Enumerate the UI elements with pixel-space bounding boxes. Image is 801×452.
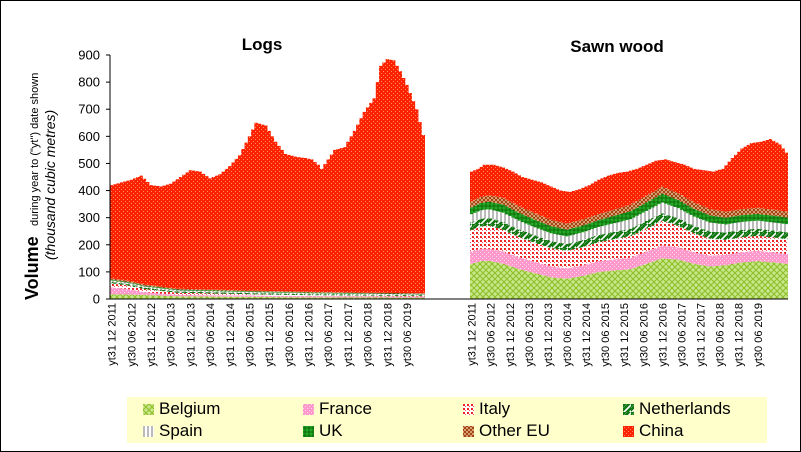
y-tick-label: 600	[78, 129, 100, 144]
y-axis-unit: (thousand cubic metres)	[42, 110, 58, 260]
legend-item-other-eu: Other EU	[463, 421, 550, 441]
series-area-logs-spain	[110, 280, 425, 296]
legend-label-belgium: Belgium	[159, 399, 221, 418]
x-tick-label-sawn-wood: yt30 06 2014	[562, 303, 574, 367]
x-tick-label-sawn-wood: yt31 12 2013	[543, 303, 555, 367]
x-tick-label-logs: yt31 12 2016	[304, 303, 316, 367]
x-tick-label-sawn-wood: yt31 12 2018	[734, 303, 746, 367]
legend-swatch-netherlands	[623, 403, 634, 415]
series-area-logs-netherlands	[110, 281, 425, 297]
legend-item-italy: Italy	[463, 399, 510, 419]
x-tick-label-logs: yt30 06 2013	[166, 303, 178, 367]
series-area-sawn-wood-belgium	[470, 258, 788, 299]
x-tick-label-logs: yt30 06 2012	[126, 303, 138, 367]
series-area-sawn-wood-china	[470, 139, 788, 224]
y-tick-label: 400	[78, 183, 100, 198]
x-tick-label-logs: yt30 06 2016	[284, 303, 296, 367]
x-tick-label-logs: yt30 06 2019	[402, 303, 414, 367]
legend: Belgium France Italy Netherlands Spain U…	[127, 397, 767, 443]
legend-swatch-italy	[463, 403, 474, 415]
series-area-logs-china	[110, 59, 425, 294]
y-tick-label: 100	[78, 264, 100, 279]
y-tick-label: 900	[78, 48, 100, 63]
y-axis-sublabel: during year to ("yt") date shown	[29, 73, 41, 226]
x-tick-label-sawn-wood: yt31 12 2017	[696, 303, 708, 367]
series-area-sawn-wood-spain	[470, 202, 788, 244]
y-tick-label: 200	[78, 237, 100, 252]
panel-title-sawn-wood: Sawn wood	[570, 37, 664, 56]
legend-item-france: France	[303, 399, 372, 419]
x-tick-label-logs: yt30 06 2018	[363, 303, 375, 367]
y-tick-label: 500	[78, 156, 100, 171]
legend-item-spain: Spain	[143, 421, 202, 441]
legend-item-belgium: Belgium	[143, 399, 220, 419]
legend-label-uk: UK	[319, 421, 343, 440]
legend-item-netherlands: Netherlands	[623, 399, 731, 419]
x-tick-label-sawn-wood: yt30 06 2016	[638, 303, 650, 367]
x-tick-label-logs: yt31 12 2018	[382, 303, 394, 367]
legend-swatch-china	[623, 425, 634, 437]
x-tick-label-sawn-wood: yt31 12 2011	[467, 303, 479, 366]
legend-label-france: France	[319, 399, 372, 418]
legend-label-netherlands: Netherlands	[639, 399, 731, 418]
legend-label-china: China	[639, 421, 684, 440]
x-tick-label-sawn-wood: yt31 12 2014	[581, 303, 593, 367]
area-layer	[110, 59, 788, 299]
x-tick-label-sawn-wood: yt30 06 2015	[600, 303, 612, 367]
series-area-logs-france	[110, 287, 425, 298]
series-area-logs-belgium	[110, 294, 425, 299]
legend-item-uk: UK	[303, 421, 343, 441]
y-tick-label: 800	[78, 75, 100, 90]
y-ticks: 0 100 200 300 400 500 600 700 800 900	[78, 48, 110, 307]
x-tick-label-logs: yt30 06 2015	[245, 303, 257, 367]
x-tick-label-logs: yt31 12 2017	[343, 303, 355, 367]
x-ticks: yt31 12 2011 yt30 06 2012 yt31 12 2012 yt30…	[107, 303, 765, 367]
y-tick-label: 700	[78, 102, 100, 117]
x-tick-label-sawn-wood: yt30 06 2018	[715, 303, 727, 367]
legend-swatch-france	[303, 403, 314, 415]
y-tick-label: 0	[93, 292, 100, 307]
legend-label-spain: Spain	[159, 421, 203, 440]
series-area-sawn-wood-italy	[470, 220, 788, 269]
x-tick-label-logs: yt31 12 2014	[225, 303, 237, 367]
x-tick-label-sawn-wood: yt31 12 2012	[505, 303, 517, 367]
series-area-sawn-wood-france	[470, 245, 788, 279]
legend-label-other-eu: Other EU	[479, 421, 550, 440]
x-tick-label-logs: yt31 12 2013	[185, 303, 197, 367]
x-tick-label-sawn-wood: yt30 06 2019	[753, 303, 765, 367]
panel-title-logs: Logs	[242, 35, 283, 54]
series-area-logs-italy	[110, 283, 425, 297]
y-axis-label: Volume	[22, 236, 42, 300]
x-tick-label-sawn-wood: yt30 06 2013	[524, 303, 536, 367]
x-tick-label-logs: yt30 06 2014	[205, 303, 217, 367]
y-tick-label: 300	[78, 210, 100, 225]
series-area-sawn-wood-netherlands	[470, 213, 788, 251]
legend-swatch-other-eu	[463, 425, 474, 437]
x-tick-label-logs: yt31 12 2012	[146, 303, 158, 367]
x-tick-label-logs: yt31 12 2011	[107, 303, 119, 366]
x-tick-label-sawn-wood: yt31 12 2016	[657, 303, 669, 367]
legend-swatch-belgium	[143, 403, 154, 415]
x-tick-label-sawn-wood: yt30 06 2012	[486, 303, 498, 367]
x-tick-label-logs: yt31 12 2015	[264, 303, 276, 367]
x-tick-label-logs: yt30 06 2017	[323, 303, 335, 367]
legend-swatch-spain	[143, 425, 154, 437]
legend-label-italy: Italy	[479, 399, 511, 418]
x-tick-label-sawn-wood: yt31 12 2015	[619, 303, 631, 367]
legend-swatch-uk	[303, 425, 314, 437]
legend-item-china: China	[623, 421, 683, 441]
x-tick-label-sawn-wood: yt30 06 2017	[677, 303, 689, 367]
